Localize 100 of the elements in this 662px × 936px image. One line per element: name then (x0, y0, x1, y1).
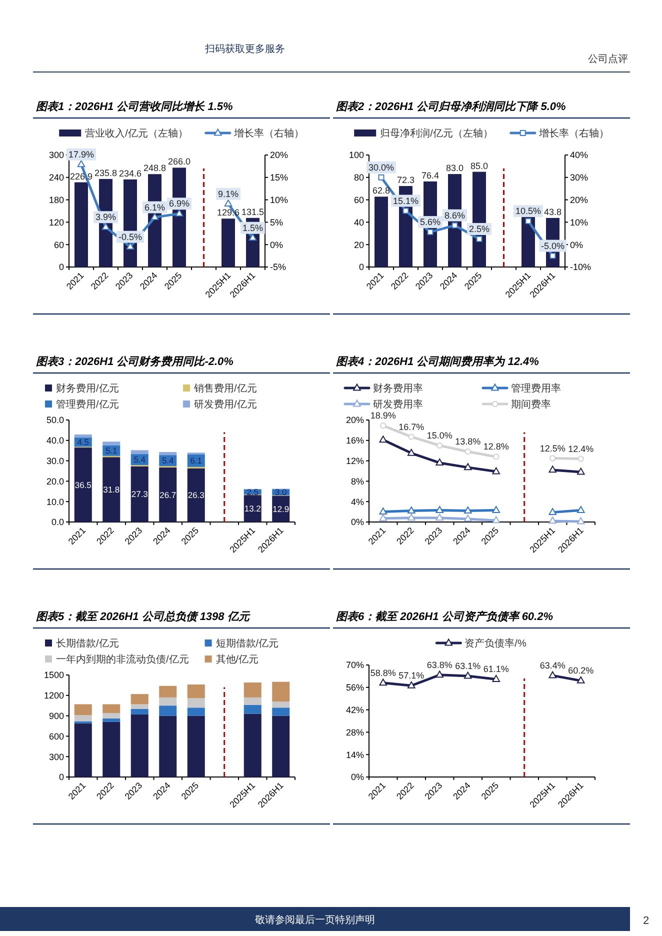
legend-label: 管理费用率 (511, 382, 561, 395)
legend-label: 财务费用率 (373, 382, 423, 395)
data-label: 57.1% (398, 670, 424, 681)
y-tick-label: 20% (346, 415, 364, 426)
text: 公司点评 (588, 53, 628, 65)
data-label: 12.4% (568, 444, 594, 454)
data-label: 63.1% (455, 661, 481, 672)
y-tick-label: 30.0 (46, 456, 64, 466)
y2-tick-label: 40% (570, 150, 588, 160)
data-label: 266.0 (168, 156, 191, 167)
data-label: 16.7% (398, 422, 424, 432)
y-tick-label: 0% (350, 772, 364, 782)
data-label: 27.3 (131, 489, 148, 500)
legend-label: 短期借款/亿元 (216, 638, 279, 650)
y-tick-label: 300 (48, 752, 64, 762)
y2-tick-label: 20% (570, 195, 588, 205)
data-label: 2.5% (468, 224, 490, 234)
y-tick-label: 50.0 (46, 415, 64, 426)
y-tick-label: 0 (58, 262, 64, 272)
y-tick-label: 1200 (44, 690, 64, 701)
legend-label: 资产负债率/% (464, 638, 526, 650)
y-tick-label: 1500 (44, 670, 64, 680)
data-label: 17.9% (68, 149, 94, 160)
y-tick-label: 900 (48, 711, 64, 721)
chart-title: 图表5：截至 2026H1 公司总负债 1398 亿元 (36, 610, 250, 623)
y-tick-label: 0.0 (51, 517, 64, 528)
data-label: 43.8 (544, 206, 562, 217)
y2-tick-label: 0% (570, 240, 584, 250)
data-label: 5.6% (420, 217, 441, 228)
data-label: 63.8% (426, 660, 452, 670)
y-tick-label: 20 (354, 240, 364, 250)
y-tick-label: 120 (48, 217, 64, 228)
data-label: 1.5% (242, 222, 264, 233)
y-tick-label: 300 (48, 150, 64, 160)
data-label: 26.7 (160, 490, 176, 500)
data-label: 3.0 (274, 487, 288, 498)
y-tick-label: 20.0 (46, 476, 64, 486)
data-label: -5.0% (540, 240, 565, 251)
data-label: 234.6 (118, 168, 142, 178)
data-label: 36.5 (74, 480, 92, 490)
y-tick-label: 12% (346, 456, 364, 466)
data-label: 15.0% (426, 430, 452, 440)
data-label: 8.6% (444, 210, 466, 220)
y2-tick-label: -10% (570, 262, 592, 272)
data-label: 131.5 (241, 206, 264, 217)
legend-label: 其他/亿元 (216, 654, 259, 666)
data-label: 235.8 (94, 168, 118, 178)
data-label: 2.5 (246, 486, 259, 497)
data-label: 76.4 (421, 170, 440, 180)
data-label: 62.8 (372, 186, 390, 196)
y-tick-label: 600 (48, 731, 64, 742)
y-tick-label: 100 (348, 150, 364, 160)
chart-title: 图表3：2026H1 公司财务费用同比-2.0% (36, 355, 234, 368)
legend-label: 营业收入/亿元（左轴） (85, 128, 188, 140)
data-label: 61.1% (483, 664, 509, 674)
legend-label: 销售费用/亿元 (193, 382, 257, 395)
y-tick-label: 56% (346, 682, 364, 693)
data-label: 5.1 (105, 446, 118, 456)
data-label: 3.9% (95, 212, 116, 222)
data-label: 5.4 (162, 456, 174, 466)
data-label: 85.0 (470, 160, 488, 171)
y-tick-label: 0% (350, 517, 364, 528)
data-label: 6.9% (168, 198, 190, 209)
data-label: 63.4% (540, 660, 566, 671)
data-label: 83.0 (446, 163, 464, 174)
y2-tick-label: 15% (270, 172, 288, 183)
data-label: 26.3 (188, 490, 205, 500)
y-tick-label: 70% (346, 660, 364, 670)
data-label: 6.1 (190, 456, 202, 466)
y-tick-label: 80 (354, 172, 364, 183)
y-tick-label: 40 (354, 217, 364, 228)
data-label: 60.2% (568, 666, 594, 676)
y-tick-label: 60 (354, 195, 364, 205)
y2-tick-label: 10% (570, 217, 588, 228)
legend-label: 财务费用/亿元 (56, 382, 119, 395)
y-tick-label: 16% (346, 436, 364, 446)
data-label: 9.1% (218, 188, 239, 199)
text: 扫码获取更多服务 (204, 43, 285, 55)
data-label: 12.8% (483, 442, 509, 452)
data-label: 12.9 (272, 504, 290, 514)
legend-label: 研发费用率 (373, 398, 423, 411)
y-tick-label: 4% (350, 496, 364, 507)
y2-tick-label: 30% (570, 172, 588, 183)
text: 2 (642, 915, 650, 927)
y2-tick-label: 0% (270, 240, 284, 250)
data-label: 15.1% (392, 196, 419, 206)
chart-title: 图表2：2026H1 公司归母净利润同比下降 5.0% (336, 100, 566, 113)
y-tick-label: 180 (48, 195, 64, 205)
y-tick-label: 60 (54, 240, 64, 250)
y-tick-label: 0 (358, 262, 364, 272)
data-label: 248.8 (143, 163, 166, 174)
y2-tick-label: -5% (270, 262, 286, 272)
data-label: 72.3 (396, 175, 415, 186)
chart-title: 图表4：2026H1 公司期间费用率为 12.4% (336, 355, 540, 368)
data-label: 5.4 (134, 454, 146, 465)
legend-label: 一年内到期的非流动负债/亿元 (56, 654, 189, 666)
y-tick-label: 10.0 (46, 496, 64, 507)
y2-tick-label: 5% (270, 217, 284, 228)
legend-label: 研发费用/亿元 (194, 398, 257, 411)
text: 敬请参阅最后一页特别声明 (255, 914, 375, 926)
